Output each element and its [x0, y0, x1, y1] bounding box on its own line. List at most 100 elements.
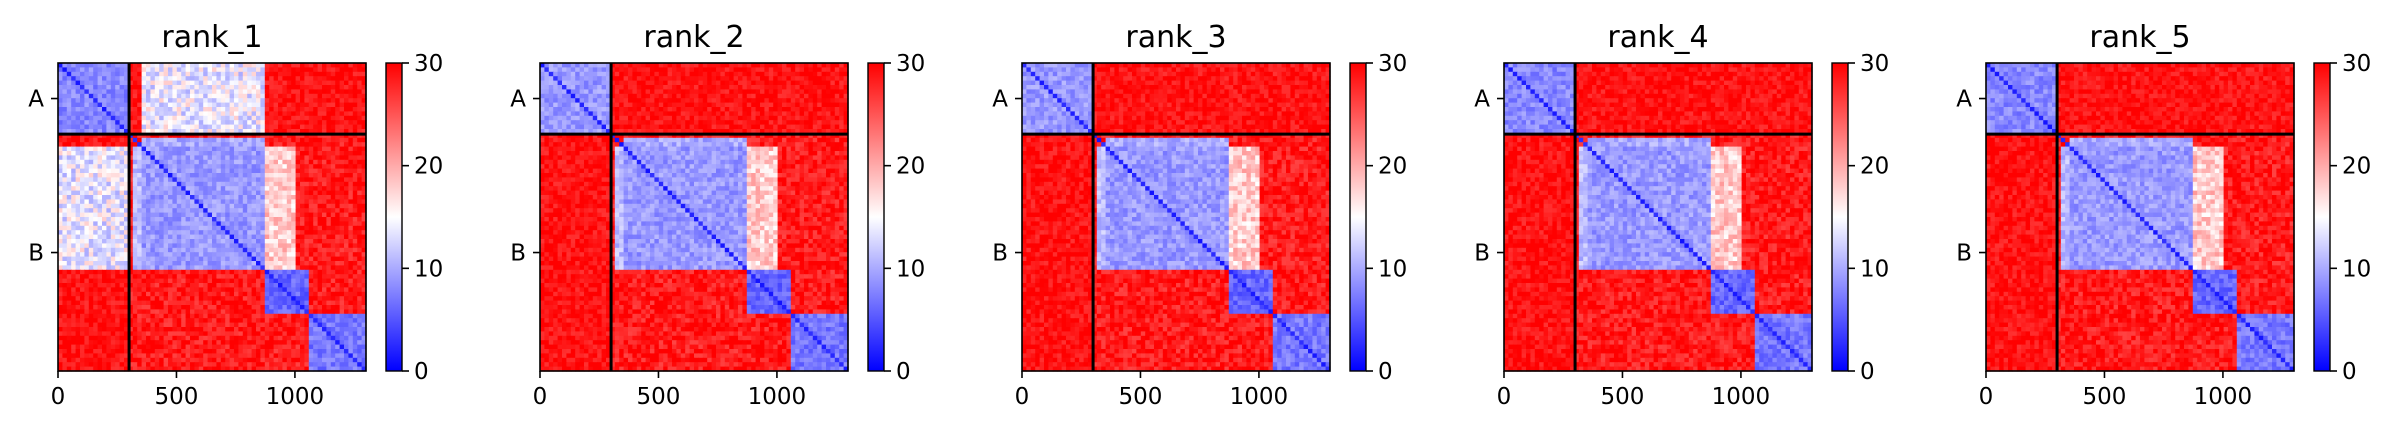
heatmap-cell [142, 257, 147, 262]
heatmap-cell [212, 204, 217, 209]
heatmap-cell [221, 279, 226, 284]
heatmap-cell [194, 94, 199, 99]
heatmap-cell [120, 195, 125, 200]
heatmap-cell [80, 323, 85, 328]
heatmap-cell [208, 94, 213, 99]
heatmap-cell [256, 169, 261, 174]
heatmap-cell [300, 155, 305, 160]
heatmap-cell [62, 191, 67, 196]
heatmap-cell [71, 177, 76, 182]
heatmap-cell [252, 292, 257, 297]
heatmap-cell [318, 243, 323, 248]
heatmap-cell [247, 151, 252, 156]
heatmap-cell [212, 252, 217, 257]
heatmap-cell [133, 94, 138, 99]
heatmap-cell [282, 226, 287, 231]
heatmap-cell [348, 323, 353, 328]
heatmap-cell [137, 72, 142, 77]
heatmap-cell [111, 279, 116, 284]
colorbar-tick-label: 20 [414, 154, 443, 180]
heatmap-cell [265, 138, 270, 143]
heatmap-cell [225, 314, 230, 319]
heatmap-cell [304, 318, 309, 323]
heatmap-cell [326, 160, 331, 165]
heatmap-cell [150, 169, 155, 174]
heatmap-cell [181, 296, 186, 301]
heatmap-cell [269, 301, 274, 306]
heatmap-cell [102, 270, 107, 275]
heatmap-cell [194, 186, 199, 191]
heatmap-cell [230, 331, 235, 336]
heatmap-cell [155, 230, 160, 235]
heatmap-cell [146, 239, 151, 244]
heatmap-cell [76, 89, 81, 94]
heatmap-cell [274, 252, 279, 257]
heatmap-cell [102, 142, 107, 147]
heatmap-cell [287, 358, 292, 363]
heatmap-cell [76, 235, 81, 240]
heatmap-cell [212, 116, 217, 121]
heatmap-cell [208, 265, 213, 270]
heatmap-cell [93, 349, 98, 354]
heatmap-cell [287, 309, 292, 314]
heatmap-cell [155, 147, 160, 152]
heatmap-cell [133, 353, 138, 358]
heatmap-cell [265, 191, 270, 196]
heatmap-cell [287, 226, 292, 231]
heatmap-cell [357, 226, 362, 231]
heatmap-cell [238, 239, 243, 244]
heatmap-cell [164, 239, 169, 244]
heatmap-cell [296, 103, 301, 108]
heatmap-cell [216, 221, 221, 226]
heatmap-cell [291, 67, 296, 72]
heatmap-cell [172, 94, 177, 99]
heatmap-cell [335, 177, 340, 182]
heatmap-cell [256, 221, 261, 226]
heatmap-cell [252, 85, 257, 90]
heatmap-cell [225, 257, 230, 262]
heatmap-cell [357, 279, 362, 284]
heatmap-cell [102, 160, 107, 165]
heatmap-cell [340, 340, 345, 345]
heatmap-cell [208, 125, 213, 130]
heatmap-cell [322, 125, 327, 130]
heatmap-cell [62, 279, 67, 284]
heatmap-cell [164, 243, 169, 248]
heatmap-cell [287, 81, 292, 86]
heatmap-cell [208, 208, 213, 213]
heatmap-cell [304, 279, 309, 284]
heatmap-cell [102, 94, 107, 99]
heatmap-cell [181, 138, 186, 143]
heatmap-cell [93, 208, 98, 213]
heatmap-cell [93, 81, 98, 86]
heatmap-cell [225, 107, 230, 112]
heatmap-cell [304, 323, 309, 328]
heatmap-cell [76, 336, 81, 341]
heatmap-cell [137, 151, 142, 156]
heatmap-cell [309, 81, 314, 86]
heatmap-cell [225, 182, 230, 187]
heatmap-cell [62, 248, 67, 253]
heatmap-cell [84, 182, 89, 187]
heatmap-cell [230, 349, 235, 354]
heatmap-cell [296, 89, 301, 94]
heatmap-cell [340, 125, 345, 130]
heatmap-cell [344, 221, 349, 226]
heatmap-cell [62, 331, 67, 336]
heatmap-cell [159, 252, 164, 257]
heatmap-cell [269, 208, 274, 213]
heatmap-cell [309, 199, 314, 204]
heatmap-cell [300, 147, 305, 152]
heatmap-cell [287, 164, 292, 169]
heatmap-cell [164, 116, 169, 121]
heatmap-cell [348, 235, 353, 240]
heatmap-cell [168, 318, 173, 323]
heatmap-cell [243, 309, 248, 314]
heatmap-cell [274, 309, 279, 314]
heatmap-cell [282, 169, 287, 174]
heatmap-cell [194, 362, 199, 367]
heatmap-cell [190, 155, 195, 160]
heatmap-cell [203, 279, 208, 284]
heatmap-cell [172, 213, 177, 218]
heatmap-cell [168, 243, 173, 248]
